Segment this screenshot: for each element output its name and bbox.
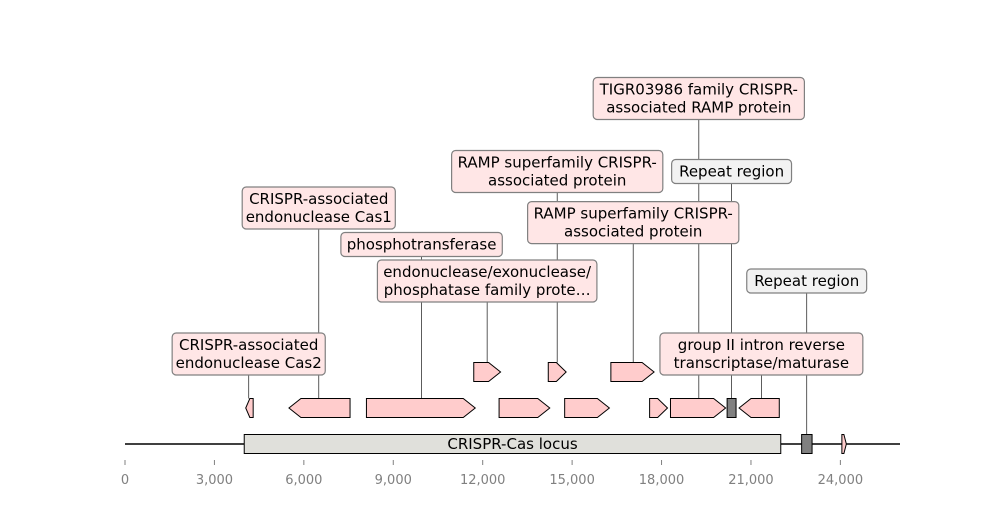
x-tick-label: 12,000 bbox=[460, 473, 506, 488]
label-text-line: phosphatase family prote… bbox=[384, 281, 591, 299]
locus-label: CRISPR-Cas locus bbox=[447, 435, 577, 453]
repeat-feature-13 bbox=[801, 434, 813, 454]
label-text-line: CRISPR-associated bbox=[249, 190, 388, 208]
crispr-cas-locus: CRISPR-Cas locus bbox=[243, 434, 782, 454]
x-axis: 0 3,000 6,000 9,000 12,000 15,000 18,000 21,000… bbox=[121, 460, 863, 488]
gene-arrow-14 bbox=[841, 434, 847, 454]
label-box bbox=[527, 201, 740, 245]
gene-arrow-2 bbox=[288, 398, 351, 418]
gene-arrow-10 bbox=[669, 398, 727, 418]
label-box bbox=[376, 259, 598, 303]
label-box bbox=[592, 76, 805, 121]
gene-arrow-12 bbox=[738, 398, 780, 418]
x-tick-label: 24,000 bbox=[818, 473, 864, 488]
label-text-line: CRISPR-associated bbox=[179, 336, 318, 354]
gene-arrow-8 bbox=[610, 362, 655, 382]
gene-arrow-1 bbox=[245, 398, 254, 418]
gene-label-7: TIGR03986 family CRISPR-associated RAMP … bbox=[592, 76, 805, 121]
gene-label-5: RAMP superfamily CRISPR-associated prote… bbox=[451, 149, 664, 194]
label-text-line: TIGR03986 family CRISPR- bbox=[599, 81, 798, 99]
label-text-line: phosphotransferase bbox=[347, 236, 497, 254]
x-tick-label: 9,000 bbox=[375, 473, 412, 488]
label-box bbox=[340, 231, 503, 258]
label-text-line: associated protein bbox=[488, 172, 626, 190]
label-text-line: associated protein bbox=[564, 223, 702, 241]
label-box bbox=[671, 158, 793, 185]
label-text-line: endonuclease/exonuclease/ bbox=[383, 263, 592, 281]
label-box bbox=[241, 186, 396, 230]
gene-arrow-5 bbox=[498, 398, 551, 418]
label-text-line: endonuclease Cas2 bbox=[176, 354, 322, 372]
label-text-line: RAMP superfamily CRISPR- bbox=[458, 154, 657, 172]
gene-label-6: RAMP superfamily CRISPR-associated prote… bbox=[527, 201, 740, 245]
x-tick-label: 18,000 bbox=[639, 473, 685, 488]
gene-arrow-7 bbox=[564, 398, 611, 418]
gene-label-4: endonuclease/exonuclease/phosphatase fam… bbox=[376, 259, 598, 303]
label-box bbox=[451, 149, 664, 194]
x-tick-label: 6,000 bbox=[285, 473, 322, 488]
label-text-line: group II intron reverse bbox=[678, 336, 845, 354]
label-text-line: transcriptase/maturase bbox=[674, 354, 849, 372]
repeat-feature-11 bbox=[726, 398, 737, 418]
gene-label-3: phosphotransferase bbox=[340, 231, 503, 258]
gene-arrow-6 bbox=[547, 362, 567, 382]
label-box bbox=[171, 332, 326, 376]
label-text-line: endonuclease Cas1 bbox=[246, 208, 392, 226]
label-text-line: Repeat region bbox=[679, 163, 784, 181]
feature-track bbox=[245, 362, 847, 454]
label-box bbox=[746, 268, 868, 294]
label-text-line: associated RAMP protein bbox=[606, 99, 791, 117]
locus-box bbox=[243, 434, 782, 454]
label-text-line: RAMP superfamily CRISPR- bbox=[534, 205, 733, 223]
label-box bbox=[659, 332, 864, 376]
label-text-line: Repeat region bbox=[754, 272, 859, 290]
gene-arrow-4 bbox=[473, 362, 502, 382]
repeat-label-8: Repeat region bbox=[671, 158, 793, 185]
x-tick-label: 3,000 bbox=[196, 473, 233, 488]
gene-arrow-3 bbox=[365, 398, 477, 418]
repeat-label-10: Repeat region bbox=[746, 268, 868, 294]
gene-arrow-9 bbox=[649, 398, 669, 418]
gene-label-9: group II intron reversetranscriptase/mat… bbox=[659, 332, 864, 376]
x-tick-label: 21,000 bbox=[728, 473, 774, 488]
x-tick-label: 15,000 bbox=[549, 473, 595, 488]
x-tick-label: 0 bbox=[121, 473, 129, 488]
